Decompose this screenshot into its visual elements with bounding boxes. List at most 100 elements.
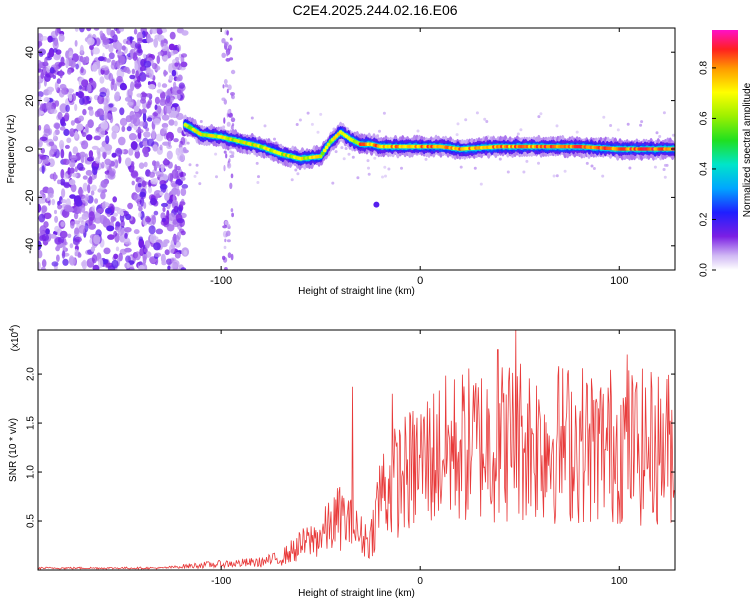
noise-speck (149, 69, 154, 80)
noise-speck (119, 117, 128, 127)
noise-speck (169, 31, 176, 40)
noise-speck (127, 202, 133, 210)
noise-speck (124, 232, 128, 239)
faint-speck (516, 132, 520, 136)
noise-speck (222, 125, 226, 129)
noise-speck (77, 90, 83, 99)
noise-speck (98, 56, 105, 62)
noise-speck (176, 112, 184, 121)
noise-speck (130, 141, 138, 150)
noise-speck (108, 103, 114, 108)
noise-speck (138, 238, 145, 249)
noise-speck (162, 206, 166, 212)
noise-speck (45, 101, 52, 111)
noise-speck (143, 202, 147, 209)
noise-speck (116, 42, 123, 51)
noise-speck (158, 34, 165, 41)
noise-speck (223, 164, 226, 172)
noise-speck (147, 98, 153, 106)
noise-speck (78, 115, 84, 122)
noise-speck (41, 165, 45, 174)
faint-speck (186, 141, 190, 145)
noise-speck (133, 193, 141, 203)
noise-speck (48, 47, 55, 58)
noise-speck (178, 82, 185, 89)
noise-speck (68, 179, 76, 186)
y-tick-label: 20 (24, 94, 36, 106)
faint-speck (475, 111, 479, 115)
noise-speck (157, 51, 164, 56)
noise-speck (226, 121, 231, 127)
noise-speck (100, 161, 105, 169)
noise-speck (88, 150, 94, 158)
y-tick-label: 2.0 (26, 367, 37, 381)
faint-speck (537, 161, 540, 165)
faint-speck (331, 181, 335, 185)
noise-speck (230, 173, 234, 179)
colorbar-gradient (712, 30, 738, 270)
noise-speck (164, 91, 169, 97)
noise-speck (145, 251, 152, 258)
noise-speck (162, 55, 169, 60)
noise-speck (65, 50, 70, 59)
colorbar-tick-label: 0.8 (699, 61, 710, 75)
faint-speck (334, 150, 338, 154)
noise-speck (74, 103, 78, 112)
noise-speck (98, 127, 106, 138)
noise-speck (148, 186, 152, 194)
faint-speck (539, 112, 543, 116)
noise-speck (69, 243, 74, 249)
noise-speck (54, 81, 59, 91)
faint-speck (199, 120, 203, 123)
noise-speck (73, 220, 81, 225)
noise-speck (38, 82, 41, 90)
noise-speck (91, 63, 98, 72)
noise-speck (180, 136, 186, 146)
noise-speck (177, 126, 183, 134)
noise-speck (138, 236, 143, 241)
noise-speck (146, 117, 153, 122)
noise-speck (106, 113, 113, 120)
noise-speck (131, 180, 135, 186)
noise-speck (148, 171, 156, 178)
noise-speck (161, 202, 168, 208)
noise-speck (152, 112, 159, 117)
noise-speck (63, 128, 70, 136)
noise-speck (64, 204, 72, 212)
noise-speck (47, 193, 54, 199)
noise-speck (39, 103, 45, 111)
noise-speck (156, 89, 163, 94)
noise-speck (226, 88, 229, 94)
noise-speck (87, 177, 93, 185)
noise-speck (54, 237, 63, 245)
ridge-core (318, 154, 323, 159)
noise-speck (86, 28, 92, 32)
noise-speck (136, 99, 141, 108)
y-scale-exponent: 4 (9, 328, 16, 332)
noise-speck (224, 220, 228, 225)
noise-speck (88, 223, 96, 230)
noise-speck (80, 261, 86, 267)
noise-speck (59, 83, 67, 90)
noise-speck (166, 224, 175, 232)
noise-speck (221, 52, 226, 58)
noise-speck (152, 144, 158, 152)
noise-speck (64, 112, 70, 121)
noise-speck (57, 111, 63, 120)
faint-speck (347, 152, 351, 156)
noise-speck (68, 51, 74, 59)
noise-speck (79, 28, 85, 33)
noise-speck (92, 166, 98, 176)
faint-speck (351, 155, 355, 159)
noise-speck (85, 134, 93, 141)
noise-speck (142, 146, 149, 155)
colorbar-tick-label: 0.4 (699, 162, 710, 176)
noise-speck (229, 154, 235, 158)
noise-speck (81, 204, 86, 213)
faint-speck (195, 171, 199, 175)
noise-speck (224, 267, 228, 270)
noise-speck (163, 158, 168, 165)
noise-speck (106, 28, 112, 36)
noise-speck (85, 123, 89, 133)
noise-speck (177, 153, 185, 162)
